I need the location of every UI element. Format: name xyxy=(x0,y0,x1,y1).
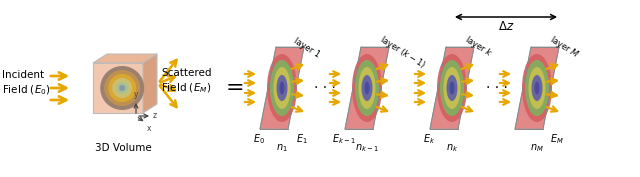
Ellipse shape xyxy=(437,54,467,122)
Ellipse shape xyxy=(362,75,372,101)
Text: $E_k$: $E_k$ xyxy=(423,132,435,146)
Ellipse shape xyxy=(119,85,125,91)
Ellipse shape xyxy=(440,60,464,116)
Ellipse shape xyxy=(525,60,549,116)
Text: $\Delta z$: $\Delta z$ xyxy=(498,20,514,33)
Ellipse shape xyxy=(280,81,285,95)
Text: 3D Volume: 3D Volume xyxy=(95,143,152,153)
Ellipse shape xyxy=(358,67,376,109)
Text: $n_k$: $n_k$ xyxy=(446,142,458,154)
Ellipse shape xyxy=(100,66,144,110)
Ellipse shape xyxy=(112,78,132,98)
Ellipse shape xyxy=(108,74,136,102)
Text: $E_0$: $E_0$ xyxy=(253,132,265,146)
Text: $E_1$: $E_1$ xyxy=(296,132,308,146)
Polygon shape xyxy=(93,63,143,113)
Polygon shape xyxy=(345,47,389,129)
Text: layer $M$: layer $M$ xyxy=(547,33,582,61)
Ellipse shape xyxy=(444,67,461,109)
Text: layer $(k-1)$: layer $(k-1)$ xyxy=(377,33,428,72)
Polygon shape xyxy=(143,54,157,113)
Text: $n_{k-1}$: $n_{k-1}$ xyxy=(355,142,379,154)
Text: =: = xyxy=(226,78,244,98)
Ellipse shape xyxy=(534,81,540,95)
Polygon shape xyxy=(260,47,304,129)
Ellipse shape xyxy=(447,75,458,101)
Text: · · ·: · · · xyxy=(314,81,336,95)
Ellipse shape xyxy=(270,60,294,116)
Ellipse shape xyxy=(352,54,382,122)
Text: $E_{k-1}$: $E_{k-1}$ xyxy=(332,132,356,146)
Text: z: z xyxy=(153,112,157,121)
Text: layer $k$: layer $k$ xyxy=(462,33,495,60)
Ellipse shape xyxy=(116,82,128,94)
Ellipse shape xyxy=(522,54,552,122)
Polygon shape xyxy=(430,47,474,129)
Text: · · ·: · · · xyxy=(486,81,508,95)
Ellipse shape xyxy=(529,67,545,109)
Ellipse shape xyxy=(365,81,369,95)
Text: layer 1: layer 1 xyxy=(292,36,321,59)
Ellipse shape xyxy=(267,54,297,122)
Ellipse shape xyxy=(273,67,291,109)
Text: $n_M$: $n_M$ xyxy=(530,142,544,154)
Ellipse shape xyxy=(355,60,379,116)
Text: Incident
Field $(E_0)$: Incident Field $(E_0)$ xyxy=(2,70,51,97)
Text: Scattered
Field $(E_M)$: Scattered Field $(E_M)$ xyxy=(161,68,211,95)
Text: x: x xyxy=(147,124,152,133)
Polygon shape xyxy=(515,47,559,129)
Ellipse shape xyxy=(276,75,287,101)
Ellipse shape xyxy=(531,75,543,101)
Polygon shape xyxy=(93,54,157,63)
Ellipse shape xyxy=(449,81,454,95)
Text: $E_M$: $E_M$ xyxy=(550,132,564,146)
Text: y: y xyxy=(134,90,138,99)
Text: $n_1$: $n_1$ xyxy=(276,142,288,154)
Ellipse shape xyxy=(104,70,140,106)
